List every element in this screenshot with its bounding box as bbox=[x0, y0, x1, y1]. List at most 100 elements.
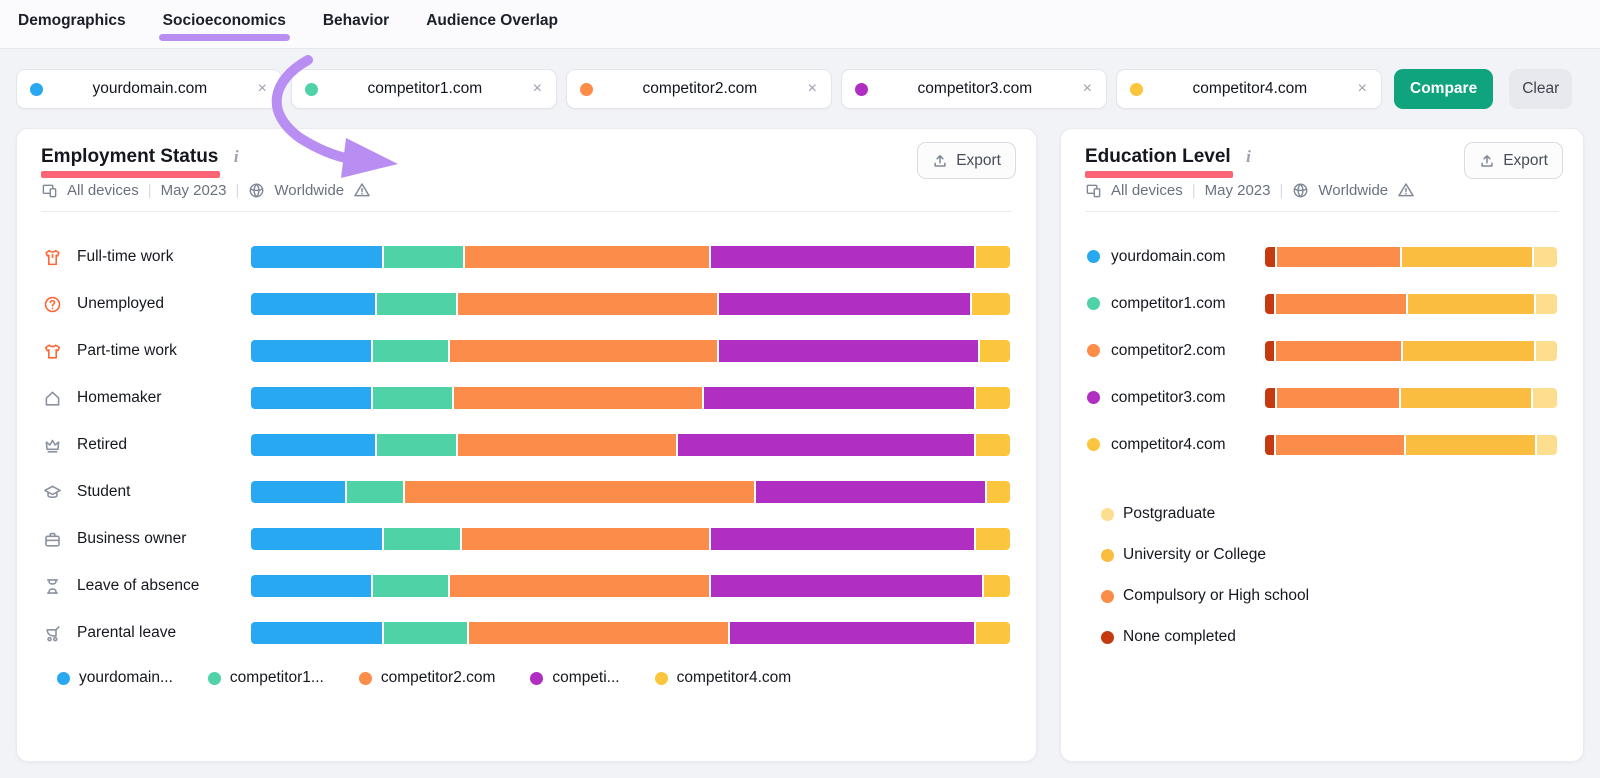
warning-icon[interactable] bbox=[1397, 181, 1415, 199]
chart-row-retired: Retired bbox=[43, 434, 1010, 456]
chart-row-full-time-work: Full-time work bbox=[43, 246, 1010, 268]
chip-domain-label: competitor4.com bbox=[1192, 80, 1308, 97]
bar-segment-none-completed bbox=[1265, 434, 1274, 455]
bar-segment-none-completed bbox=[1265, 340, 1274, 361]
bar-segment-yourdomain-com bbox=[251, 622, 383, 644]
chip-close-icon[interactable]: × bbox=[807, 80, 817, 97]
category-label: Part-time work bbox=[77, 342, 177, 359]
legend-label: competitor1... bbox=[229, 669, 324, 686]
chip-competitor2[interactable]: competitor2.com × bbox=[566, 69, 832, 109]
legend-label: competitor2.com bbox=[380, 669, 496, 686]
tab-behavior-label: Behavior bbox=[322, 12, 390, 29]
domain-color-dot bbox=[1087, 391, 1100, 404]
bar-segment-yourdomain-com bbox=[251, 246, 383, 268]
date-filter-label[interactable]: May 2023 bbox=[1204, 181, 1271, 199]
legend-item-compulsory-or-high-school: Compulsory or High school bbox=[1101, 587, 1557, 605]
chip-yourdomain[interactable]: yourdomain.com × bbox=[16, 69, 282, 109]
bar-segment-competitor2-com bbox=[461, 528, 710, 550]
bar-segment-competitor3-com bbox=[703, 387, 975, 409]
stacked-bar bbox=[251, 340, 1010, 362]
bar-segment-competitor2-com bbox=[465, 246, 710, 268]
chip-close-icon[interactable]: × bbox=[1357, 80, 1367, 97]
export-button-label: Export bbox=[1503, 151, 1548, 169]
globe-icon bbox=[248, 182, 265, 199]
warning-icon[interactable] bbox=[353, 181, 371, 199]
hourglass-icon bbox=[43, 577, 65, 596]
clear-button[interactable]: Clear bbox=[1509, 69, 1573, 109]
bar-segment-competitor3-com bbox=[730, 622, 975, 644]
domain-color-dot bbox=[1087, 250, 1100, 263]
date-filter-label[interactable]: May 2023 bbox=[160, 181, 227, 199]
domain-chips-row: yourdomain.com × competitor1.com × compe… bbox=[16, 69, 1584, 109]
devices-filter-label[interactable]: All devices bbox=[1111, 181, 1183, 199]
bar-segment-postgraduate bbox=[1535, 340, 1557, 361]
chip-competitor3[interactable]: competitor3.com × bbox=[841, 69, 1107, 109]
bar-segment-competitor3-com bbox=[677, 434, 975, 456]
legend-label: competi... bbox=[552, 669, 620, 686]
education-level-card: Education Level i Export All devices | M… bbox=[1060, 128, 1584, 762]
category-label: Retired bbox=[77, 436, 127, 453]
legend-label: yourdomain... bbox=[79, 669, 173, 686]
chip-competitor4[interactable]: competitor4.com × bbox=[1116, 69, 1382, 109]
chip-domain-label: yourdomain.com bbox=[92, 80, 208, 97]
education-level-chart: yourdomain.com competitor1.com competito… bbox=[1061, 212, 1583, 646]
education-level-title: Education Level bbox=[1085, 146, 1231, 167]
stacked-bar bbox=[1265, 293, 1557, 314]
legend-dot bbox=[530, 671, 544, 685]
bar-segment-competitor2-com bbox=[454, 387, 702, 409]
chart-row-yourdomain: yourdomain.com bbox=[1087, 246, 1557, 267]
export-button[interactable]: Export bbox=[917, 142, 1016, 179]
chip-close-icon[interactable]: × bbox=[1082, 80, 1092, 97]
tab-audience-overlap[interactable]: Audience Overlap bbox=[426, 6, 558, 42]
region-filter-label[interactable]: Worldwide bbox=[274, 181, 345, 199]
compare-button[interactable]: Compare bbox=[1394, 69, 1494, 109]
bar-segment-competitor1-com bbox=[346, 481, 404, 503]
tab-socioeconomics[interactable]: Socioeconomics bbox=[158, 6, 290, 42]
stacked-bar bbox=[1265, 340, 1557, 361]
bar-segment-competitor2-com bbox=[450, 340, 717, 362]
education-level-header: Education Level i Export All devices | M… bbox=[1061, 129, 1583, 212]
domain-color-dot bbox=[855, 82, 868, 96]
stacked-bar bbox=[251, 528, 1010, 550]
bar-segment-university-or-college bbox=[1407, 293, 1534, 314]
chip-competitor1[interactable]: competitor1.com × bbox=[291, 69, 557, 109]
meta-separator: | bbox=[1191, 181, 1196, 199]
employment-status-title: Employment Status bbox=[41, 146, 219, 167]
bar-segment-competitor4-com bbox=[976, 528, 1010, 550]
tab-behavior[interactable]: Behavior bbox=[323, 6, 389, 42]
bar-segment-competitor2-com bbox=[405, 481, 755, 503]
title-underline-annotation bbox=[1085, 171, 1233, 178]
chart-row-homemaker: Homemaker bbox=[43, 387, 1010, 409]
stacked-bar bbox=[251, 481, 1010, 503]
domain-color-dot bbox=[1130, 82, 1143, 96]
chart-row-competitor2: competitor2.com bbox=[1087, 340, 1557, 361]
export-button[interactable]: Export bbox=[1464, 142, 1563, 179]
bar-segment-none-completed bbox=[1265, 387, 1276, 408]
domain-color-dot bbox=[1087, 344, 1100, 357]
info-icon[interactable]: i bbox=[233, 147, 239, 166]
title-underline-annotation bbox=[41, 171, 221, 178]
legend-label: University or College bbox=[1123, 546, 1266, 563]
stacked-bar bbox=[251, 246, 1010, 268]
chip-close-icon[interactable]: × bbox=[532, 80, 542, 97]
category-label: Parental leave bbox=[77, 624, 177, 641]
tab-demographics[interactable]: Demographics bbox=[18, 6, 126, 42]
stacked-bar bbox=[251, 622, 1010, 644]
region-filter-label[interactable]: Worldwide bbox=[1318, 181, 1389, 199]
chip-close-icon[interactable]: × bbox=[257, 80, 267, 97]
education-legend: Postgraduate University or College Compu… bbox=[1101, 505, 1557, 646]
domain-legend: yourdomain... competitor1... competitor2… bbox=[57, 669, 1010, 687]
bar-segment-competitor4-com bbox=[979, 340, 1010, 362]
domain-color-dot bbox=[580, 82, 593, 96]
info-icon[interactable]: i bbox=[1246, 147, 1251, 166]
bar-segment-postgraduate bbox=[1535, 293, 1557, 314]
chart-row-competitor4: competitor4.com bbox=[1087, 434, 1557, 455]
legend-label: Compulsory or High school bbox=[1123, 587, 1310, 604]
bar-segment-none-completed bbox=[1265, 246, 1276, 267]
bar-segment-competitor4-com bbox=[976, 434, 1010, 456]
bar-segment-competitor1-com bbox=[376, 434, 456, 456]
devices-filter-label[interactable]: All devices bbox=[67, 181, 139, 199]
chart-row-student: Student bbox=[43, 481, 1010, 503]
header-divider bbox=[41, 211, 1012, 212]
category-label: Unemployed bbox=[77, 295, 165, 312]
